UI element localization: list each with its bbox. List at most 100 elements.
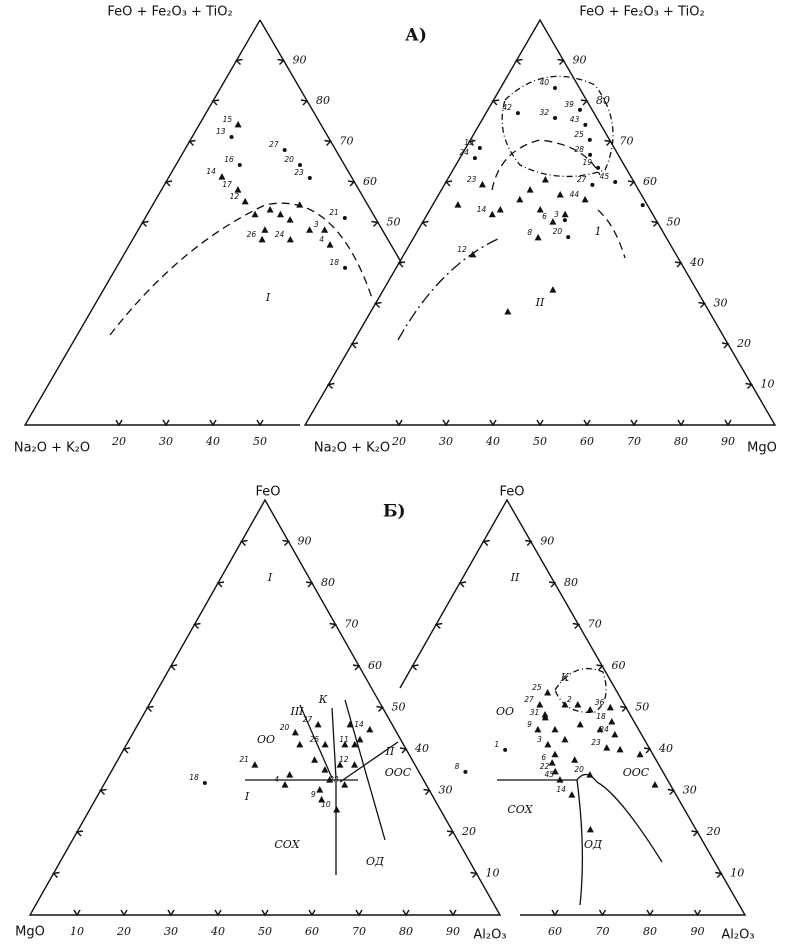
tick-mark: [52, 871, 60, 878]
tick-mark: [240, 539, 248, 546]
point-triangle: [266, 205, 274, 213]
point-label: 11: [339, 735, 349, 744]
side-tick-label: 60: [643, 175, 657, 188]
point-label: 21: [239, 755, 249, 764]
bottom-tick-label: 30: [159, 435, 173, 448]
tick-mark: [282, 539, 290, 546]
tick-mark: [411, 664, 419, 671]
bottom-tick-label: 60: [305, 925, 319, 938]
point-triangle: [561, 701, 569, 708]
point-triangle: [561, 210, 569, 218]
side-tick-label: 50: [667, 216, 681, 229]
tick-mark: [434, 622, 443, 629]
tick-mark: [300, 99, 309, 106]
point-dot: [596, 165, 601, 170]
point-triangle: [488, 210, 496, 218]
point-triangle: [586, 705, 594, 713]
tick-mark: [395, 419, 403, 427]
point-triangle: [341, 781, 349, 788]
tick-mark: [399, 747, 408, 754]
tick-mark: [745, 382, 753, 389]
tick-mark: [449, 909, 457, 917]
point-triangle: [356, 735, 364, 743]
point-label: 39: [564, 100, 574, 109]
boundary-curve: [554, 667, 607, 713]
tick-mark: [691, 830, 699, 837]
boundary-curve: [597, 209, 626, 259]
side-tick-label: 60: [363, 175, 377, 188]
point-label: 4: [319, 235, 324, 244]
region-label: СОХ: [274, 838, 300, 851]
side-tick-label: 30: [714, 297, 728, 310]
tick-mark: [277, 58, 285, 65]
side-tick-label: 10: [730, 867, 744, 880]
tick-mark: [482, 539, 490, 546]
corner-label: FeO: [256, 485, 281, 500]
tick-mark: [350, 342, 359, 349]
tick-mark: [551, 909, 559, 917]
point-triangle: [549, 218, 557, 225]
side-tick-label: 20: [736, 337, 751, 350]
point-label: 20: [280, 723, 290, 732]
point-label: 36: [595, 698, 605, 707]
point-triangle: [291, 728, 299, 736]
bottom-tick-label: 90: [446, 925, 460, 938]
point-triangle: [281, 781, 289, 788]
point-triangle: [234, 120, 242, 128]
point-triangle: [541, 175, 549, 183]
boundary-curve: [397, 237, 501, 341]
point-triangle: [574, 701, 582, 708]
point-dot: [229, 135, 234, 140]
tick-mark: [651, 220, 659, 227]
point-dot: [282, 148, 287, 153]
tick-mark: [598, 909, 607, 917]
tick-mark: [75, 830, 84, 837]
tick-mark: [188, 139, 196, 146]
side-tick-label: 80: [564, 576, 578, 589]
point-label: 9: [311, 790, 316, 799]
bottom-tick-label: 30: [439, 435, 453, 448]
point-triangle: [516, 195, 524, 203]
point-label: 24: [599, 725, 609, 734]
point-label: 12: [230, 192, 240, 201]
point-triangle: [333, 806, 341, 813]
point-label: 24: [275, 230, 285, 239]
tick-mark: [693, 909, 702, 917]
side-tick-label: 80: [596, 94, 610, 107]
point-triangle: [544, 688, 552, 696]
tick-mark: [458, 581, 467, 588]
point-dot: [553, 86, 558, 91]
bottom-tick-label: 70: [352, 925, 366, 938]
side-tick-label: 10: [486, 867, 500, 880]
tick-mark: [164, 180, 173, 187]
tick-mark: [444, 180, 453, 187]
region-label: II: [510, 571, 520, 584]
panel-title: Б): [383, 502, 406, 522]
boundary-line: [576, 779, 584, 906]
boundary-line: [596, 781, 663, 863]
point-label: 1: [494, 740, 499, 749]
corner-label: MgO: [747, 441, 777, 456]
tick-mark: [580, 99, 589, 106]
point-label: 13: [216, 127, 226, 136]
tick-mark: [630, 419, 638, 427]
side-tick-label: 70: [620, 135, 634, 148]
point-dot: [503, 747, 508, 752]
tick-mark: [73, 909, 81, 917]
bottom-tick-label: 40: [210, 925, 225, 938]
point-triangle: [548, 759, 556, 766]
point-label: 45: [544, 770, 554, 779]
region-label: ОО: [257, 733, 275, 746]
point-label: 12: [457, 245, 467, 254]
point-triangle: [561, 735, 569, 743]
point-dot: [463, 769, 468, 774]
point-triangle: [568, 791, 576, 798]
tick-mark: [329, 622, 337, 629]
corner-label: FeO + Fe₂O₃ + TiO₂: [579, 5, 704, 20]
point-label: 19: [582, 158, 592, 167]
point-label: 27: [269, 140, 279, 149]
point-dot: [237, 162, 242, 167]
tick-mark: [604, 139, 612, 146]
point-triangle: [296, 201, 304, 208]
point-label: 42: [502, 103, 512, 112]
